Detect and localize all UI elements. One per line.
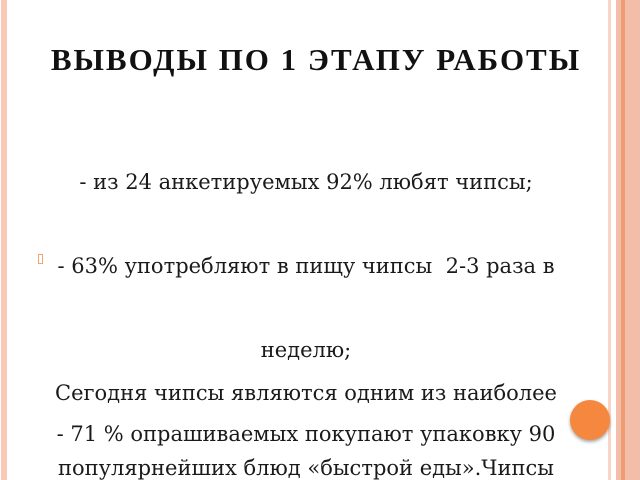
finding-line: - 63% употребляют в пищу чипсы 2-3 раза … bbox=[57, 254, 555, 278]
slide-title: ВЫВОДЫ ПО 1 ЭТАПУ РАБОТЫ bbox=[50, 42, 582, 77]
summary-line: популярнейших блюд «быстрой еды».Чипсы bbox=[58, 456, 554, 480]
right-border-accent-line bbox=[621, 0, 625, 480]
finding-line: неделю; bbox=[260, 338, 352, 362]
finding-line: - 71 % опрашиваемых покупают упаковку 90 bbox=[56, 422, 556, 446]
left-border-stripe bbox=[1, 0, 7, 480]
right-border-band bbox=[616, 0, 640, 480]
right-thin-border-stripe bbox=[608, 0, 611, 480]
finding-line: - из 24 анкетируемых 92% любят чипсы; bbox=[79, 170, 533, 194]
findings-list: - из 24 анкетируемых 92% любят чипсы; - … bbox=[36, 112, 576, 480]
square-bullet-icon bbox=[38, 254, 43, 264]
summary-paragraph: Сегодня чипсы являются одним из наиболее… bbox=[36, 331, 576, 480]
summary-line: Сегодня чипсы являются одним из наиболее bbox=[55, 381, 557, 405]
decorative-circle bbox=[570, 400, 610, 440]
